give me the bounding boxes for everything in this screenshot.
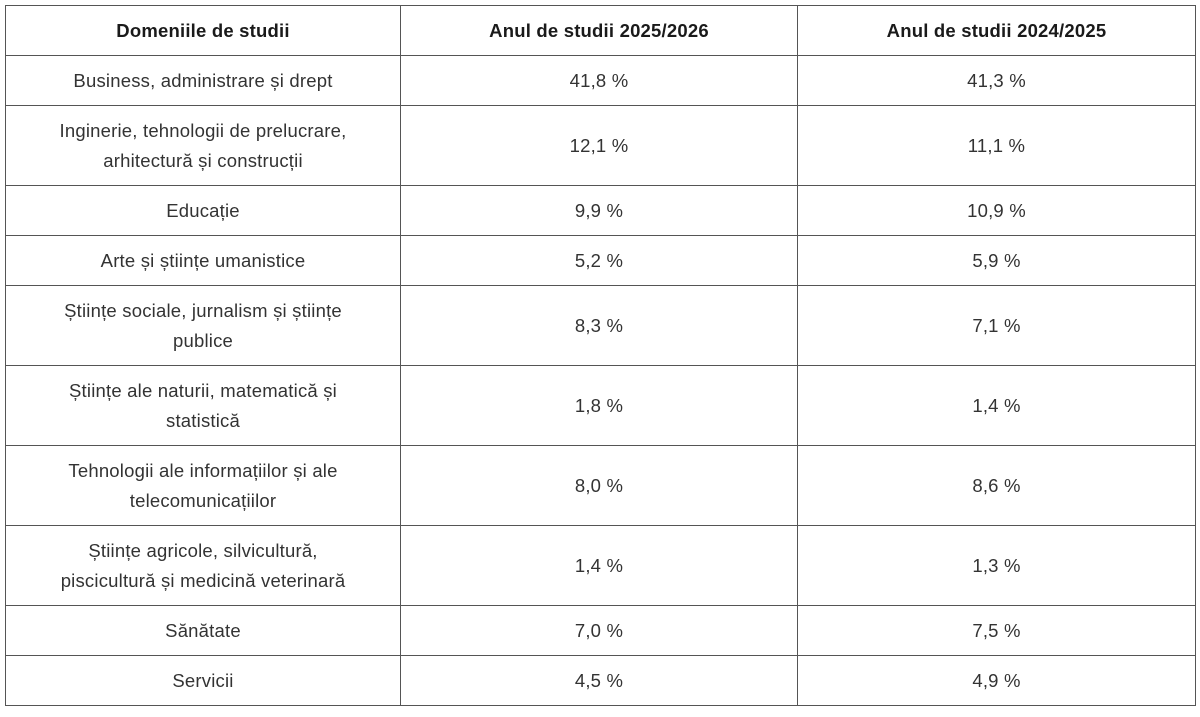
cell: Științe sociale, jurnalism și științe pub… xyxy=(5,285,401,366)
cell: 1,4 % xyxy=(797,365,1196,446)
table-row: Științe ale naturii, matematică și statis… xyxy=(5,365,1196,446)
cell: Servicii xyxy=(5,655,401,706)
cell: 7,5 % xyxy=(797,605,1196,656)
cell: 1,3 % xyxy=(797,525,1196,606)
cell-line: Științe agricole, silvicultură, xyxy=(88,539,318,561)
table-row: Științe agricole, silvicultură, piscicult… xyxy=(5,525,1196,606)
table-row: Educație 9,9 % 10,9 % xyxy=(5,185,1196,236)
cell: Tehnologii ale informațiilor și ale telec… xyxy=(5,445,401,526)
cell: 1,4 % xyxy=(400,525,798,606)
table-row: Servicii 4,5 % 4,9 % xyxy=(5,655,1196,706)
table-row: Sănătate 7,0 % 7,5 % xyxy=(5,605,1196,656)
cell: 8,0 % xyxy=(400,445,798,526)
cell: 8,6 % xyxy=(797,445,1196,526)
cell-line: Științe ale naturii, matematică și xyxy=(69,379,337,401)
header-row: Domeniile de studii Anul de studii 2025/2… xyxy=(5,5,1196,56)
cell: Științe agricole, silvicultură, piscicult… xyxy=(5,525,401,606)
cell-line: statistică xyxy=(166,409,240,431)
cell-line: arhitectură și construcții xyxy=(103,149,303,171)
cell: 5,2 % xyxy=(400,235,798,286)
cell: 1,8 % xyxy=(400,365,798,446)
cell: Business, administrare și drept xyxy=(5,55,401,106)
cell: 11,1 % xyxy=(797,105,1196,186)
cell: Inginerie, tehnologii de prelucrare, arhi… xyxy=(5,105,401,186)
cell: Științe ale naturii, matematică și statis… xyxy=(5,365,401,446)
cell: 41,3 % xyxy=(797,55,1196,106)
cell: 4,5 % xyxy=(400,655,798,706)
cell: 10,9 % xyxy=(797,185,1196,236)
table-row: Tehnologii ale informațiilor și ale telec… xyxy=(5,445,1196,526)
table-row: Științe sociale, jurnalism și științe pub… xyxy=(5,285,1196,366)
cell-line: Tehnologii ale informațiilor și ale xyxy=(68,459,338,481)
cell-line: telecomunicațiilor xyxy=(129,489,277,511)
cell: 7,0 % xyxy=(400,605,798,656)
cell-line: Științe sociale, jurnalism și științe xyxy=(64,299,342,321)
cell: 7,1 % xyxy=(797,285,1196,366)
header-cell: Anul de studii 2024/2025 xyxy=(797,5,1196,56)
cell-line: Servicii xyxy=(172,669,234,691)
cell: Sănătate xyxy=(5,605,401,656)
table-row: Business, administrare și drept 41,8 % 41,… xyxy=(5,55,1196,106)
header-cell: Anul de studii 2025/2026 xyxy=(400,5,798,56)
cell: 9,9 % xyxy=(400,185,798,236)
data-table: Domeniile de studii Anul de studii 2025/2… xyxy=(5,5,1196,706)
table-row: Arte și științe umanistice 5,2 % 5,9 % xyxy=(5,235,1196,286)
header-cell: Domeniile de studii xyxy=(5,5,401,56)
cell-line: Inginerie, tehnologii de prelucrare, xyxy=(59,119,347,141)
cell-line: publice xyxy=(172,329,234,351)
cell-line: Educație xyxy=(166,199,240,221)
cell: 5,9 % xyxy=(797,235,1196,286)
cell-line: Arte și științe umanistice xyxy=(100,249,306,271)
cell: 12,1 % xyxy=(400,105,798,186)
cell-line: piscicultură și medicină veterinară xyxy=(60,569,346,591)
cell: Arte și științe umanistice xyxy=(5,235,401,286)
cell-line: Business, administrare și drept xyxy=(73,69,333,91)
table-container: Domeniile de studii Anul de studii 2025/2… xyxy=(5,5,1196,706)
table-row: Inginerie, tehnologii de prelucrare, arhi… xyxy=(5,105,1196,186)
cell: 8,3 % xyxy=(400,285,798,366)
cell: 4,9 % xyxy=(797,655,1196,706)
cell: Educație xyxy=(5,185,401,236)
cell-line: Sănătate xyxy=(165,619,241,641)
cell: 41,8 % xyxy=(400,55,798,106)
